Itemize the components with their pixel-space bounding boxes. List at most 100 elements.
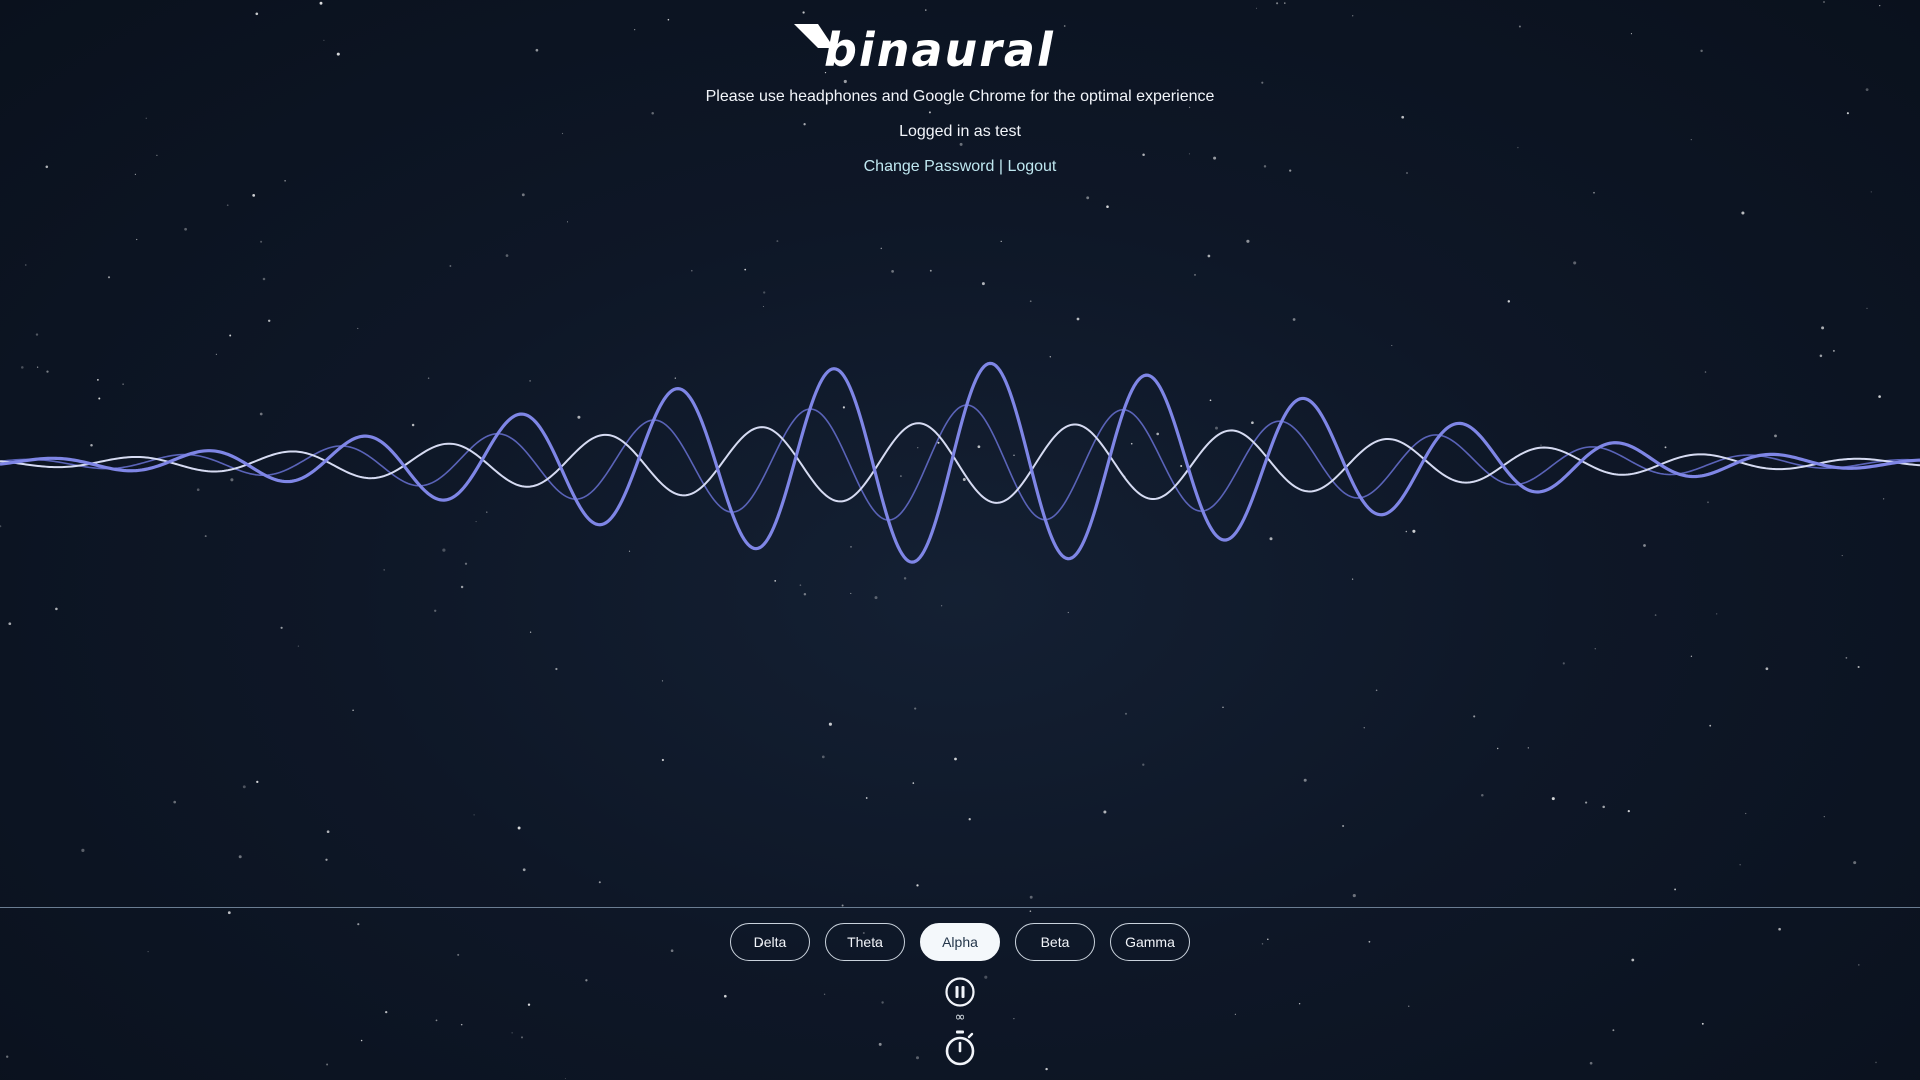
star bbox=[917, 447, 919, 449]
star bbox=[1875, 1061, 1877, 1064]
star bbox=[670, 949, 674, 953]
star bbox=[457, 953, 460, 956]
star bbox=[1063, 25, 1066, 27]
star bbox=[1562, 662, 1565, 665]
star bbox=[357, 923, 360, 926]
binaural-wave-visualization bbox=[0, 361, 1920, 564]
star bbox=[326, 830, 330, 834]
star bbox=[1507, 300, 1511, 303]
star bbox=[411, 423, 415, 427]
band-button-theta[interactable]: Theta bbox=[825, 923, 905, 961]
star bbox=[1298, 1003, 1301, 1005]
star bbox=[1866, 307, 1868, 310]
star bbox=[1707, 501, 1709, 504]
star bbox=[1000, 240, 1002, 243]
star bbox=[1593, 191, 1595, 194]
star bbox=[464, 562, 468, 565]
star bbox=[1255, 7, 1258, 9]
star bbox=[874, 940, 878, 944]
star bbox=[802, 11, 805, 14]
star bbox=[651, 111, 654, 115]
star bbox=[136, 238, 138, 241]
star bbox=[8, 622, 12, 626]
star bbox=[1180, 464, 1183, 468]
star bbox=[1821, 326, 1825, 330]
band-button-beta[interactable]: Beta bbox=[1015, 923, 1095, 961]
logo-text: binaural bbox=[824, 23, 1055, 74]
star bbox=[262, 277, 266, 281]
star bbox=[1261, 81, 1264, 84]
star bbox=[1142, 153, 1145, 157]
star bbox=[763, 291, 766, 294]
star bbox=[521, 1036, 523, 1039]
logout-link[interactable]: Logout bbox=[1007, 158, 1057, 175]
star bbox=[25, 264, 27, 266]
star bbox=[442, 548, 446, 552]
star bbox=[1029, 910, 1032, 912]
star bbox=[823, 993, 826, 995]
star bbox=[522, 868, 526, 872]
star bbox=[242, 785, 246, 789]
star bbox=[843, 79, 847, 84]
star bbox=[55, 607, 58, 611]
binaural-logo: binaural bbox=[794, 23, 1055, 74]
star bbox=[486, 511, 488, 513]
star bbox=[1067, 611, 1069, 614]
star bbox=[1631, 958, 1635, 962]
star bbox=[1612, 1029, 1615, 1032]
star bbox=[259, 412, 263, 416]
star bbox=[1207, 254, 1211, 258]
star bbox=[255, 12, 259, 16]
star bbox=[968, 818, 971, 821]
star bbox=[260, 240, 263, 243]
divider-line bbox=[0, 907, 1920, 908]
star bbox=[1267, 938, 1269, 940]
star bbox=[1664, 446, 1667, 449]
star bbox=[674, 377, 676, 379]
star bbox=[1879, 4, 1881, 7]
stopwatch-icon[interactable] bbox=[942, 1029, 978, 1067]
star bbox=[98, 397, 101, 400]
star bbox=[1408, 1005, 1410, 1007]
star bbox=[1745, 812, 1747, 815]
star bbox=[891, 270, 894, 273]
star bbox=[107, 276, 111, 279]
star bbox=[336, 52, 340, 56]
star bbox=[850, 592, 852, 594]
star bbox=[1643, 544, 1646, 547]
band-button-alpha[interactable]: Alpha bbox=[920, 923, 1000, 961]
star bbox=[1481, 794, 1484, 797]
star bbox=[196, 488, 200, 492]
change-password-link[interactable]: Change Password bbox=[863, 158, 995, 175]
star bbox=[156, 154, 158, 157]
star bbox=[1251, 421, 1254, 425]
pause-icon[interactable] bbox=[944, 976, 976, 1008]
star bbox=[1401, 115, 1405, 119]
star bbox=[226, 204, 229, 207]
star bbox=[1197, 92, 1200, 95]
star bbox=[325, 858, 328, 861]
star bbox=[1406, 172, 1408, 174]
star bbox=[667, 18, 670, 21]
star bbox=[36, 366, 39, 368]
star bbox=[1778, 927, 1781, 931]
star bbox=[326, 1063, 329, 1066]
star bbox=[962, 478, 966, 481]
star bbox=[937, 441, 940, 444]
star bbox=[385, 1010, 388, 1014]
star bbox=[661, 680, 664, 682]
star bbox=[1375, 689, 1378, 692]
band-button-delta[interactable]: Delta bbox=[730, 923, 810, 961]
star bbox=[1106, 205, 1109, 208]
star bbox=[1865, 88, 1869, 92]
star bbox=[1013, 454, 1015, 456]
star bbox=[297, 645, 300, 647]
star bbox=[1627, 809, 1630, 813]
star bbox=[1690, 655, 1693, 657]
star bbox=[744, 268, 747, 271]
star bbox=[473, 814, 475, 816]
star bbox=[134, 173, 136, 175]
star bbox=[564, 1077, 566, 1080]
star bbox=[1654, 614, 1657, 616]
band-button-gamma[interactable]: Gamma bbox=[1110, 923, 1190, 961]
